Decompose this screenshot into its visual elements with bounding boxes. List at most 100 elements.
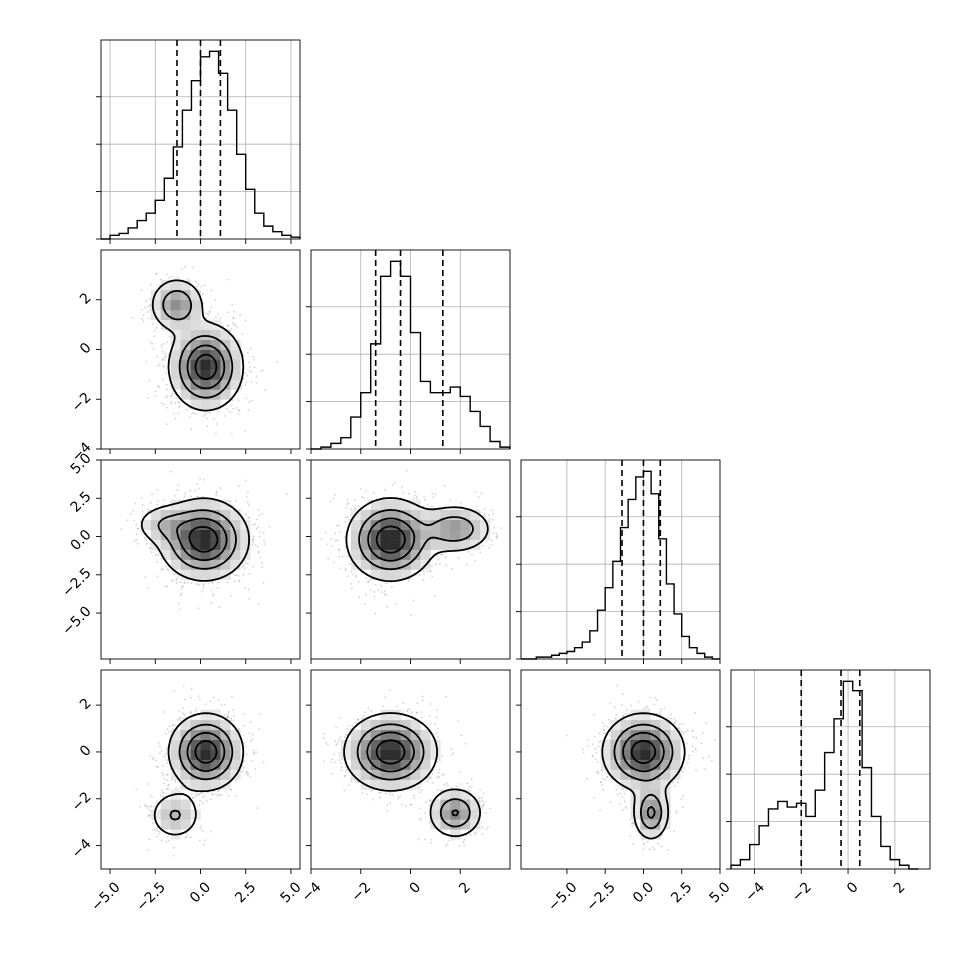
scatter-point (380, 591, 383, 594)
density-cell (380, 499, 391, 511)
density-cell (660, 799, 671, 810)
scatter-point (173, 690, 176, 692)
scatter-point (242, 724, 245, 727)
contour-level-0 (140, 497, 250, 582)
density-cell (220, 759, 231, 770)
scatter-point (229, 594, 232, 597)
scatter-point (177, 718, 180, 721)
scatter-point (464, 742, 467, 745)
density-cell (360, 559, 372, 570)
density-cell (380, 709, 391, 721)
scatter-point (150, 805, 153, 808)
density-cell (190, 519, 201, 530)
scatter-point (202, 796, 205, 799)
scatter-point (251, 523, 254, 526)
scatter-point (215, 316, 217, 318)
scatter-point (334, 532, 337, 535)
density-cell (190, 759, 201, 770)
scatter-point (428, 800, 431, 802)
density-cell (220, 559, 231, 570)
scatter-point (441, 553, 444, 556)
scatter-point (158, 832, 161, 835)
scatter-point (196, 495, 199, 498)
scatter-point (230, 717, 233, 719)
density-cell (220, 569, 231, 580)
panels-layer: −5.0 −2.5 0.0 2.5 5.0−4 −2 0 2 −5.0 −2.5 0.0 2.5 5.0… (59, 39, 931, 915)
density-cell (430, 799, 441, 810)
scatter-point (411, 711, 413, 714)
scatter-point (175, 578, 178, 581)
scatter-point (217, 581, 220, 584)
scatter-point (176, 489, 179, 491)
scatter-point (205, 316, 208, 319)
scatter-point (215, 793, 218, 796)
density-cell (190, 299, 201, 311)
hist-3-frame (730, 669, 931, 870)
ytick-label-1-3: 2 (77, 290, 95, 308)
scatter-point (255, 375, 258, 378)
scatter-point (212, 593, 215, 595)
scatter-point (338, 548, 341, 551)
scatter-point (142, 320, 145, 323)
scatter-point (365, 577, 368, 580)
scatter-point (140, 289, 143, 292)
density-cell (180, 759, 191, 770)
scatter-point (386, 605, 389, 608)
scatter-point (181, 268, 183, 270)
scatter-point (166, 728, 169, 731)
scatter-point (196, 496, 199, 499)
scatter-point (615, 788, 618, 791)
density-cell (170, 519, 181, 530)
density-cell (200, 559, 211, 570)
scatter-point (694, 747, 697, 749)
density-cell (360, 529, 372, 540)
density-cell (150, 509, 162, 521)
scatter-point (428, 804, 431, 806)
scatter-point (479, 551, 482, 554)
scatter-point (147, 508, 150, 511)
scatter-point (349, 563, 351, 565)
density-cell (370, 529, 381, 540)
scatter-point (232, 321, 234, 324)
scatter-point (261, 512, 264, 515)
density-cell (640, 749, 651, 760)
scatter-point (147, 848, 149, 851)
scatter-point (399, 794, 402, 797)
scatter-point (241, 770, 244, 773)
scatter-point (463, 844, 465, 847)
xtick-label-2-2: 0.0 (630, 879, 657, 906)
scatter-point (227, 712, 230, 715)
density-cell (180, 549, 191, 560)
scatter-point (432, 496, 435, 498)
scatter-point (462, 841, 465, 844)
scatter-point (603, 729, 606, 732)
scatter-point (351, 587, 353, 590)
scatter-point (357, 504, 360, 507)
density-cell (410, 559, 421, 570)
density-cell (410, 749, 421, 760)
scatter-point (344, 774, 347, 777)
scatter-point (183, 582, 186, 585)
scatter-point (473, 832, 476, 835)
scatter-point (431, 773, 434, 775)
scatter-point (166, 762, 169, 764)
scatter-point (495, 532, 498, 535)
scatter-point (233, 310, 236, 313)
scatter-point (260, 370, 263, 372)
scatter-point (333, 753, 335, 755)
scatter-point (405, 469, 408, 472)
scatter-point (212, 594, 215, 597)
scatter-point (194, 710, 197, 713)
scatter-point (619, 792, 622, 795)
scatter-point (166, 406, 168, 409)
scatter-point (408, 708, 411, 710)
density-cell (180, 369, 191, 380)
scatter-point (490, 544, 493, 546)
scatter-point (255, 518, 258, 521)
scatter-point (444, 505, 447, 507)
scatter-point (686, 761, 689, 764)
scatter-point (622, 715, 624, 717)
ytick-label-3-3: 2 (77, 695, 95, 713)
density-cell (620, 719, 631, 731)
scatter-point (407, 580, 410, 582)
